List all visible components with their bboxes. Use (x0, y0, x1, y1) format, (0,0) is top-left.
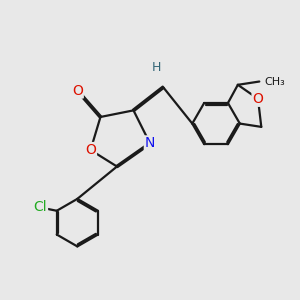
Text: O: O (253, 92, 263, 106)
Text: O: O (72, 84, 83, 98)
Text: Cl: Cl (33, 200, 47, 214)
Text: N: N (145, 136, 155, 150)
Text: CH₃: CH₃ (264, 76, 285, 86)
Text: H: H (152, 61, 161, 74)
Text: O: O (85, 143, 96, 157)
